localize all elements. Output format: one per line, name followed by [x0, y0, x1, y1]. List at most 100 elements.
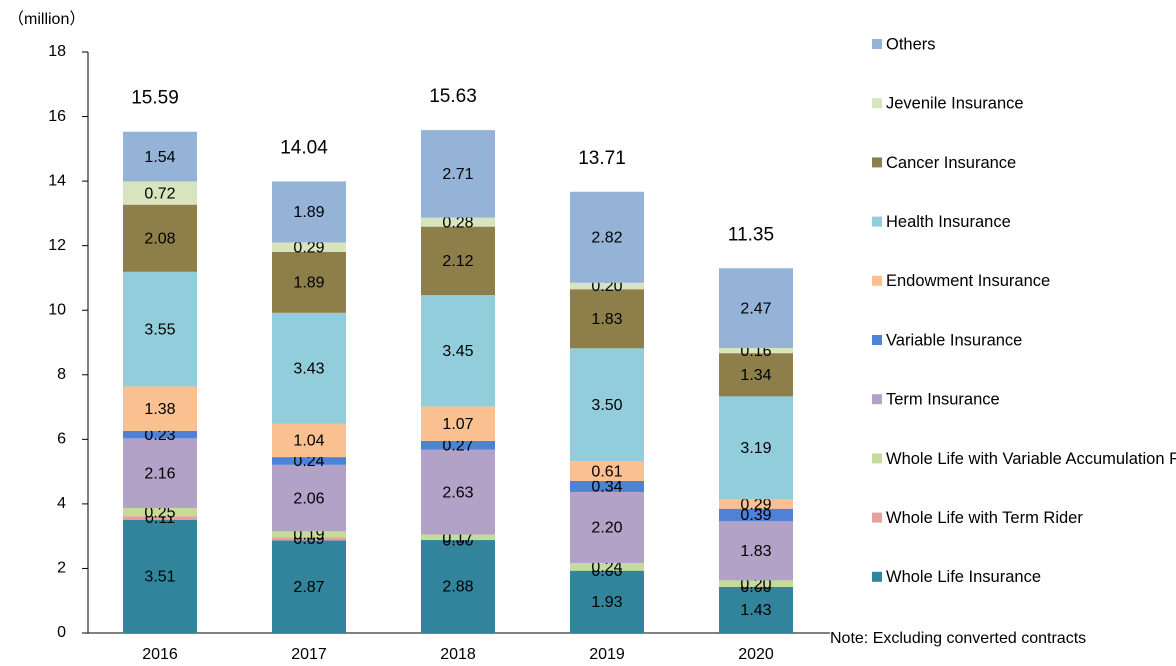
bar-segment [272, 423, 346, 458]
note: Note: Excluding converted contracts [830, 630, 1086, 647]
value-label: 0.24 [591, 559, 622, 576]
value-label: 0.61 [591, 463, 622, 480]
value-label: 2.08 [144, 230, 175, 247]
bar-segment [421, 440, 495, 450]
value-label: 2.63 [442, 484, 473, 501]
legend-swatch [872, 394, 882, 405]
bar-segment [272, 531, 346, 538]
total-label: 11.35 [728, 224, 774, 245]
value-label: 3.51 [144, 569, 175, 586]
y-tick-label: 2 [57, 560, 66, 577]
value-label: 2.82 [591, 229, 622, 246]
bar-segment [719, 499, 793, 509]
value-label: 3.45 [442, 343, 473, 360]
bar-segment [719, 586, 793, 633]
value-label: 1.93 [591, 594, 622, 611]
value-label: 1.43 [740, 602, 771, 619]
bar-segment [123, 516, 197, 520]
x-tick-label: 2020 [738, 646, 774, 663]
x-tick-label: 2019 [589, 646, 625, 663]
y-tick-label: 12 [48, 237, 66, 254]
bar-segment [719, 580, 793, 587]
bar-segment [123, 386, 197, 431]
legend-label: Whole Life with Term Rider [886, 509, 1083, 527]
bar-segment [421, 534, 495, 541]
legend-label: Whole Life Insurance [886, 568, 1041, 586]
y-tick-label: 16 [48, 108, 66, 125]
bar-segment [272, 312, 346, 424]
value-label: 1.83 [740, 543, 771, 560]
legend-label: Endowment Insurance [886, 272, 1050, 290]
value-label: 0.24 [293, 453, 324, 470]
bar-segment [272, 540, 346, 633]
legend-swatch [872, 157, 882, 168]
legend-label: Health Insurance [886, 213, 1011, 231]
bar-segment [570, 480, 644, 492]
legend-swatch [872, 571, 882, 582]
bar-segment [570, 282, 644, 290]
value-label: 1.54 [144, 149, 175, 166]
legend-swatch [872, 39, 882, 49]
y-tick-label: 4 [57, 495, 66, 512]
legend-label: Others [886, 35, 936, 53]
value-label: 2.87 [293, 579, 324, 596]
value-label: 0.72 [144, 185, 175, 202]
bar-segment [123, 204, 197, 272]
bar-segment [123, 430, 197, 439]
value-label: 2.06 [293, 490, 324, 507]
value-label: 1.34 [740, 367, 771, 384]
x-tick-label: 2017 [291, 646, 327, 663]
y-tick-label: 14 [48, 172, 66, 189]
value-label: 2.88 [442, 579, 473, 596]
legend-swatch [872, 512, 882, 523]
bar-segment [123, 438, 197, 509]
legend-swatch [872, 216, 882, 227]
value-label: 1.89 [293, 204, 324, 221]
bar-segment [421, 449, 495, 535]
value-label: 0.27 [442, 438, 473, 455]
bar-segment [570, 289, 644, 349]
bar-segment [570, 348, 644, 462]
value-label: 1.07 [442, 416, 473, 433]
total-label: 14.04 [280, 137, 328, 158]
value-label: 2.47 [740, 300, 771, 317]
y-unit: （million） [8, 10, 85, 28]
bar-segment [570, 191, 644, 283]
bar-segment [123, 508, 197, 517]
x-tick-label: 2016 [142, 646, 178, 663]
value-label: 1.83 [591, 311, 622, 328]
bar-segment [272, 251, 346, 313]
bar-segment [719, 268, 793, 348]
value-label: 2.16 [144, 465, 175, 482]
bar-segment [123, 519, 197, 633]
value-label: 0.34 [591, 479, 622, 496]
bar-segment [421, 217, 495, 227]
x-tick-label: 2018 [440, 646, 476, 663]
y-tick-label: 6 [57, 431, 66, 448]
legend-swatch [872, 453, 882, 464]
legend-swatch [872, 335, 882, 345]
bar-segment [570, 491, 644, 563]
value-label: 0.39 [740, 507, 771, 524]
y-tick-label: 0 [57, 624, 66, 641]
bar-segment [719, 347, 793, 354]
value-label: 3.55 [144, 321, 175, 338]
y-tick-label: 18 [48, 43, 66, 60]
bar-segment [570, 570, 644, 633]
bar-segment [570, 562, 644, 571]
bar-segment [272, 181, 346, 243]
value-label: 1.38 [144, 401, 175, 418]
bar-segment [421, 130, 495, 218]
value-label: 1.04 [293, 433, 324, 450]
legend-label: Cancer Insurance [886, 154, 1016, 172]
bar-segment [272, 457, 346, 465]
value-label: 2.20 [591, 520, 622, 537]
bar-segment [272, 537, 346, 541]
value-label: 3.19 [740, 440, 771, 457]
legend-label: Jevenile Insurance [886, 95, 1024, 113]
bar-segment [719, 396, 793, 500]
bar-segment [719, 521, 793, 581]
value-label: 0.23 [144, 427, 175, 444]
value-label: 0.29 [740, 496, 771, 513]
bar-segment [570, 461, 644, 481]
